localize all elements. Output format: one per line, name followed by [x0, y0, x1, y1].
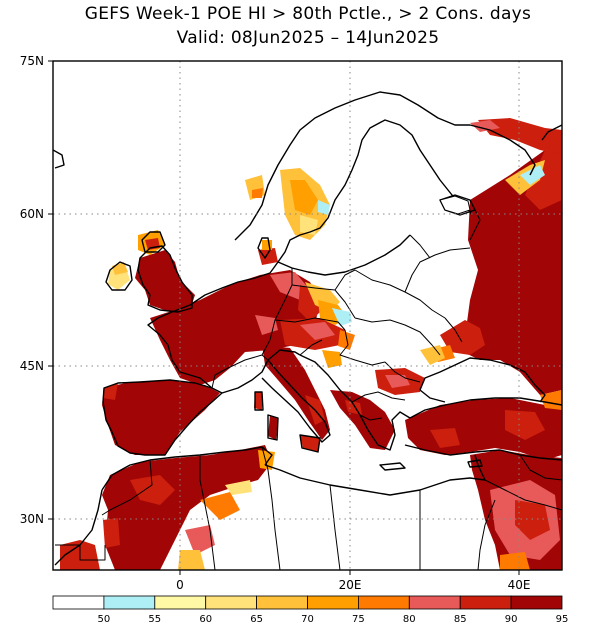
colorbar-label: 80: [403, 614, 416, 625]
colorbar-swatch: [52, 595, 105, 610]
lakes: [439, 195, 471, 215]
lat-label-60n: 60N: [20, 207, 44, 221]
colorbar-swatch: [357, 595, 410, 610]
country-borders: [55, 199, 562, 570]
colorbar-swatch: [510, 595, 563, 610]
colorbar-label: 60: [199, 614, 212, 625]
colorbar-swatch: [103, 595, 156, 610]
colorbar-label: 50: [98, 614, 111, 625]
lon-label-20e: 20E: [339, 578, 362, 592]
lon-label-0: 0: [176, 578, 184, 592]
axis-ticks: [48, 60, 520, 575]
valid-date-range: Valid: 08Jun2025 – 14Jun2025: [176, 28, 440, 48]
colorbar-swatch: [256, 595, 308, 610]
colorbar-label: 85: [454, 614, 467, 625]
colorbar: 50 55 60 65 70 75 80 85 90 95: [52, 595, 569, 625]
map-panel: [53, 61, 562, 570]
colorbar-swatch: [408, 595, 461, 610]
map-title: GEFS Week-1 POE HI > 80th Pctle., > 2 Co…: [84, 4, 532, 24]
colorbar-label: 70: [301, 614, 314, 625]
colorbar-swatch: [154, 595, 207, 610]
colorbar-swatch: [205, 595, 257, 610]
lat-label-75n: 75N: [20, 54, 44, 68]
colorbar-label: 90: [505, 614, 518, 625]
lon-label-40e: 40E: [508, 578, 531, 592]
colorbar-label: 55: [148, 614, 161, 625]
lat-label-30n: 30N: [20, 512, 44, 526]
colorbar-label: 95: [556, 614, 569, 625]
graticule: [53, 61, 562, 570]
map-frame: [52, 60, 563, 571]
probability-shading: [60, 118, 562, 570]
lat-label-45n: 45N: [20, 359, 44, 373]
colorbar-label: 65: [250, 614, 263, 625]
colorbar-swatch: [307, 595, 359, 610]
coastlines: [53, 91, 562, 566]
colorbar-label: 75: [352, 614, 365, 625]
colorbar-swatch: [459, 595, 512, 610]
